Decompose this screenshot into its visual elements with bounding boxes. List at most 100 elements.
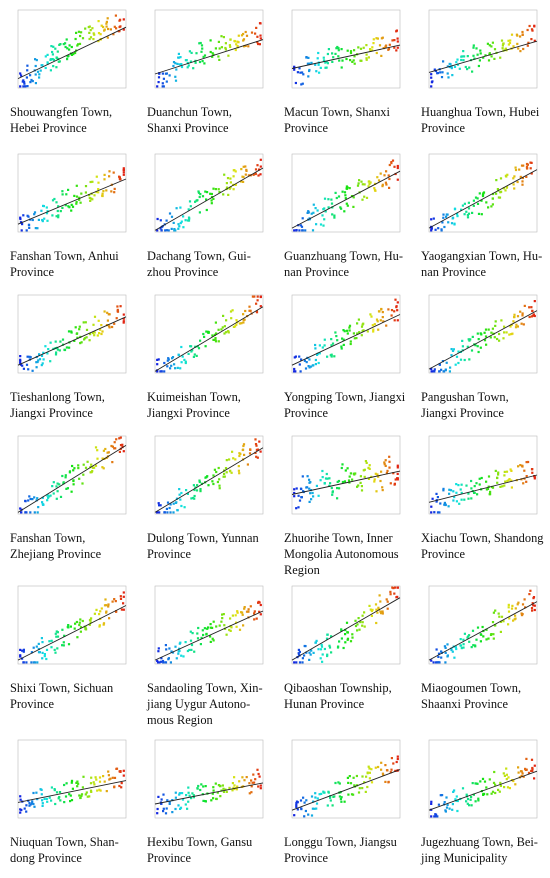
- data-point: [331, 493, 334, 496]
- data-point: [224, 331, 228, 334]
- data-point: [432, 217, 435, 220]
- data-point: [303, 359, 306, 362]
- data-point: [53, 648, 56, 651]
- data-point: [41, 799, 44, 802]
- data-point: [180, 654, 183, 657]
- data-point: [509, 39, 512, 42]
- data-point: [203, 335, 206, 338]
- data-point: [352, 472, 355, 475]
- data-point: [528, 306, 531, 309]
- data-point: [530, 161, 533, 164]
- data-point: [438, 370, 441, 373]
- data-point: [470, 804, 473, 807]
- data-point: [225, 790, 228, 793]
- data-point: [355, 774, 358, 778]
- data-point: [231, 614, 234, 617]
- data-point: [211, 334, 214, 337]
- data-point: [340, 796, 343, 799]
- data-point: [172, 64, 175, 68]
- data-point: [451, 74, 454, 77]
- data-point: [351, 633, 354, 636]
- data-point: [193, 353, 196, 356]
- data-point: [381, 486, 384, 489]
- data-point: [116, 308, 119, 311]
- data-point: [89, 36, 93, 39]
- scatter-plot: [143, 430, 267, 522]
- data-point: [302, 73, 305, 76]
- data-point: [43, 797, 46, 800]
- data-point: [501, 485, 504, 488]
- data-point: [159, 660, 163, 663]
- data-point: [77, 467, 80, 470]
- data-point: [331, 206, 334, 209]
- data-point: [465, 210, 468, 213]
- data-point: [447, 221, 450, 224]
- data-point: [54, 353, 58, 356]
- data-point: [356, 623, 359, 626]
- data-point: [177, 353, 180, 356]
- data-point: [370, 768, 373, 771]
- data-point: [188, 794, 191, 797]
- data-point: [164, 661, 168, 664]
- data-point: [165, 507, 168, 510]
- data-point: [508, 41, 512, 45]
- data-point: [467, 497, 470, 500]
- data-point: [178, 793, 181, 796]
- data-point: [232, 325, 235, 328]
- trend-line: [154, 306, 264, 372]
- data-point: [259, 22, 262, 25]
- data-point: [525, 165, 529, 168]
- data-point: [102, 25, 105, 29]
- data-point: [52, 65, 55, 68]
- data-point: [103, 604, 107, 607]
- data-point: [41, 362, 44, 365]
- data-point: [179, 56, 182, 59]
- data-point: [205, 476, 208, 479]
- data-point: [324, 61, 327, 64]
- data-point: [468, 640, 471, 643]
- data-point: [21, 364, 24, 367]
- data-point: [396, 464, 399, 467]
- data-point: [325, 472, 328, 476]
- data-point: [88, 795, 91, 798]
- data-point: [69, 794, 72, 797]
- data-point: [434, 228, 437, 231]
- data-point: [347, 479, 351, 482]
- data-point: [229, 617, 232, 620]
- data-point: [174, 791, 177, 794]
- data-point: [212, 474, 215, 477]
- data-point: [487, 637, 490, 640]
- plot-frame: [291, 739, 401, 819]
- data-point: [318, 352, 321, 355]
- data-point: [499, 620, 503, 623]
- data-point: [61, 628, 64, 631]
- data-point: [177, 223, 180, 226]
- data-point: [209, 50, 212, 54]
- data-point: [176, 366, 179, 369]
- data-point: [107, 770, 110, 773]
- data-point: [86, 795, 89, 798]
- data-point: [25, 804, 28, 807]
- data-point: [293, 367, 296, 371]
- data-point: [307, 813, 310, 816]
- data-point: [352, 196, 355, 199]
- data-point: [41, 641, 44, 644]
- data-point: [326, 62, 329, 65]
- data-point: [365, 57, 368, 60]
- data-point: [301, 229, 304, 232]
- data-point: [516, 180, 519, 184]
- data-point: [22, 85, 25, 88]
- data-point: [223, 173, 226, 176]
- trend-line: [291, 44, 401, 69]
- data-point: [349, 59, 352, 62]
- data-point: [480, 333, 483, 336]
- data-point: [40, 788, 43, 791]
- data-point: [437, 227, 440, 230]
- data-point: [395, 49, 398, 52]
- data-point: [293, 661, 296, 664]
- data-point: [302, 796, 305, 799]
- data-point: [169, 661, 172, 664]
- data-point: [159, 219, 162, 222]
- data-point: [259, 603, 262, 607]
- data-point: [244, 173, 247, 176]
